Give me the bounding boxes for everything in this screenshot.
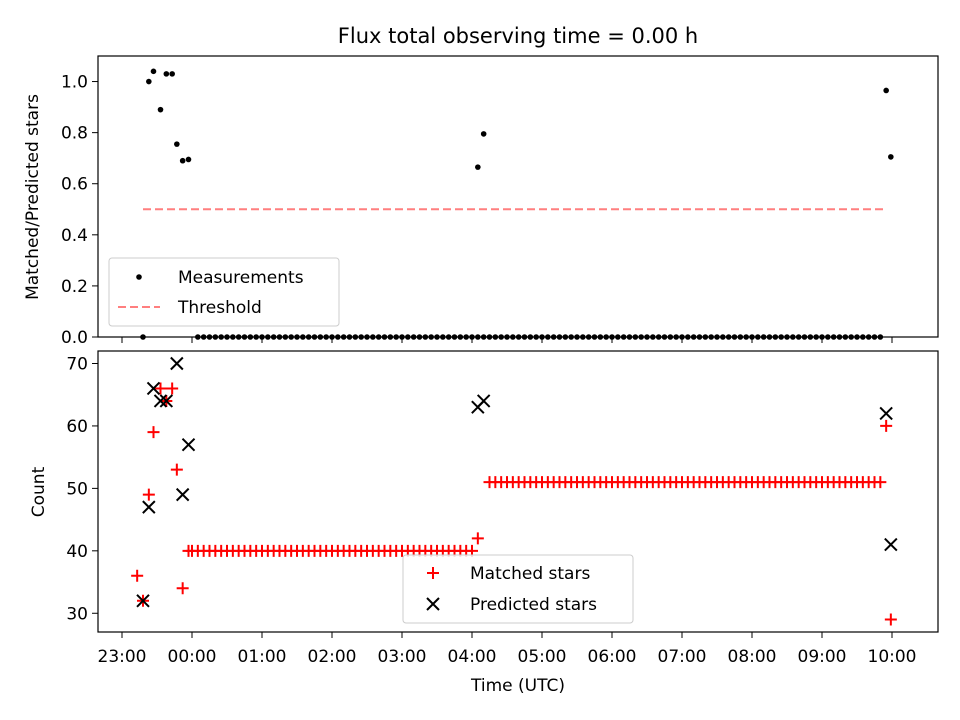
top-legend-box [108,257,340,327]
legend-marker-measurements [136,274,142,280]
predicted-point [181,437,196,452]
bottom-y-tick-label: 50 [66,479,88,499]
predicted-point [136,594,150,608]
x-tick-label: 08:00 [728,647,777,667]
predicted-point [159,394,174,408]
bottom-legend: Matched stars Predicted stars [402,554,634,624]
legend-label-matched: Matched stars [470,564,590,584]
matched-point [142,488,155,501]
matched-point [154,382,167,395]
predicted-point [879,406,893,421]
matched-point [884,613,897,626]
predicted-point [142,500,156,514]
top-y-tick-label: 1.0 [61,73,88,93]
legend-label-threshold: Threshold [177,298,262,318]
x-tick-label: 01:00 [238,647,287,667]
top-y-tick-label: 0.2 [61,277,88,297]
measurement-point [163,71,170,77]
measurement-point [169,71,175,77]
measurement-point [157,106,164,113]
x-tick-label: 06:00 [588,647,637,667]
x-tick-label: 03:00 [378,647,427,667]
top-y-tick-label: 0.8 [61,124,88,144]
predicted-point [476,394,491,408]
legend-marker-matched [427,567,439,579]
predicted-series [136,356,898,608]
top-x-ticks [121,337,893,343]
top-legend: Measurements Threshold [108,257,340,327]
bottom-y-tick-label: 60 [66,417,88,437]
bottom-legend-box [402,554,634,624]
bottom-y-axis: 30 40 50 60 70 [66,354,98,624]
matched-point [874,476,887,489]
x-tick-label: 09:00 [798,647,847,667]
top-y-tick-label: 0.4 [61,226,88,246]
predicted-point [153,394,168,408]
measurement-point [888,154,894,160]
measurement-point [179,157,186,164]
matched-series [131,382,897,626]
top-y-tick-label: 0.6 [61,175,88,195]
measurement-point [150,68,157,75]
measurement-point [480,131,487,137]
x-tick-label: 23:00 [98,647,147,667]
bottom-plot-frame [97,350,939,633]
measurement-point [185,156,192,163]
bottom-panel: 30 40 50 60 70 23:00 00:00 01:00 02:00 03:00 04:0… [29,350,939,696]
bottom-y-tick-label: 40 [66,542,88,562]
predicted-point [175,487,190,502]
measurement-point [174,141,180,147]
matched-point [147,426,160,439]
legend-label-predicted: Predicted stars [470,595,597,615]
predicted-point [884,537,898,552]
x-tick-label: 05:00 [518,647,567,667]
top-y-axis-label: Matched/Predicted stars [23,94,43,300]
bottom-y-tick-label: 70 [66,354,88,374]
x-tick-label: 10:00 [868,647,917,667]
x-tick-label: 02:00 [308,647,357,667]
matched-point [471,532,484,545]
x-axis-label: Time (UTC) [470,676,565,696]
measurement-point [146,78,152,85]
measurement-point [883,87,889,94]
bottom-y-axis-label: Count [29,466,49,517]
top-y-tick-label: 0.0 [61,328,88,348]
legend-marker-predicted [426,597,440,611]
x-tick-label: 04:00 [448,647,497,667]
predicted-point [146,381,161,396]
legend-label-measurements: Measurements [178,268,304,288]
matched-point [166,382,179,395]
x-tick-label: 00:00 [168,647,217,667]
top-plot-frame [97,55,939,338]
matched-point [880,419,893,432]
matched-point [170,463,183,476]
matched-point [176,582,189,595]
matched-point [131,569,144,582]
bottom-x-axis: 23:00 00:00 01:00 02:00 03:00 04:00 05:00 06:00… [98,632,917,667]
top-y-axis: 0.0 0.2 0.4 0.6 0.8 1.0 [61,73,98,348]
top-panel: Flux total observing time = 0.00 h 0.00.… [23,24,939,348]
bottom-y-tick-label: 30 [66,604,88,624]
predicted-point [170,356,184,371]
x-tick-label: 07:00 [658,647,707,667]
chart-title: Flux total observing time = 0.00 h [338,24,698,48]
measurement-point [475,164,481,170]
